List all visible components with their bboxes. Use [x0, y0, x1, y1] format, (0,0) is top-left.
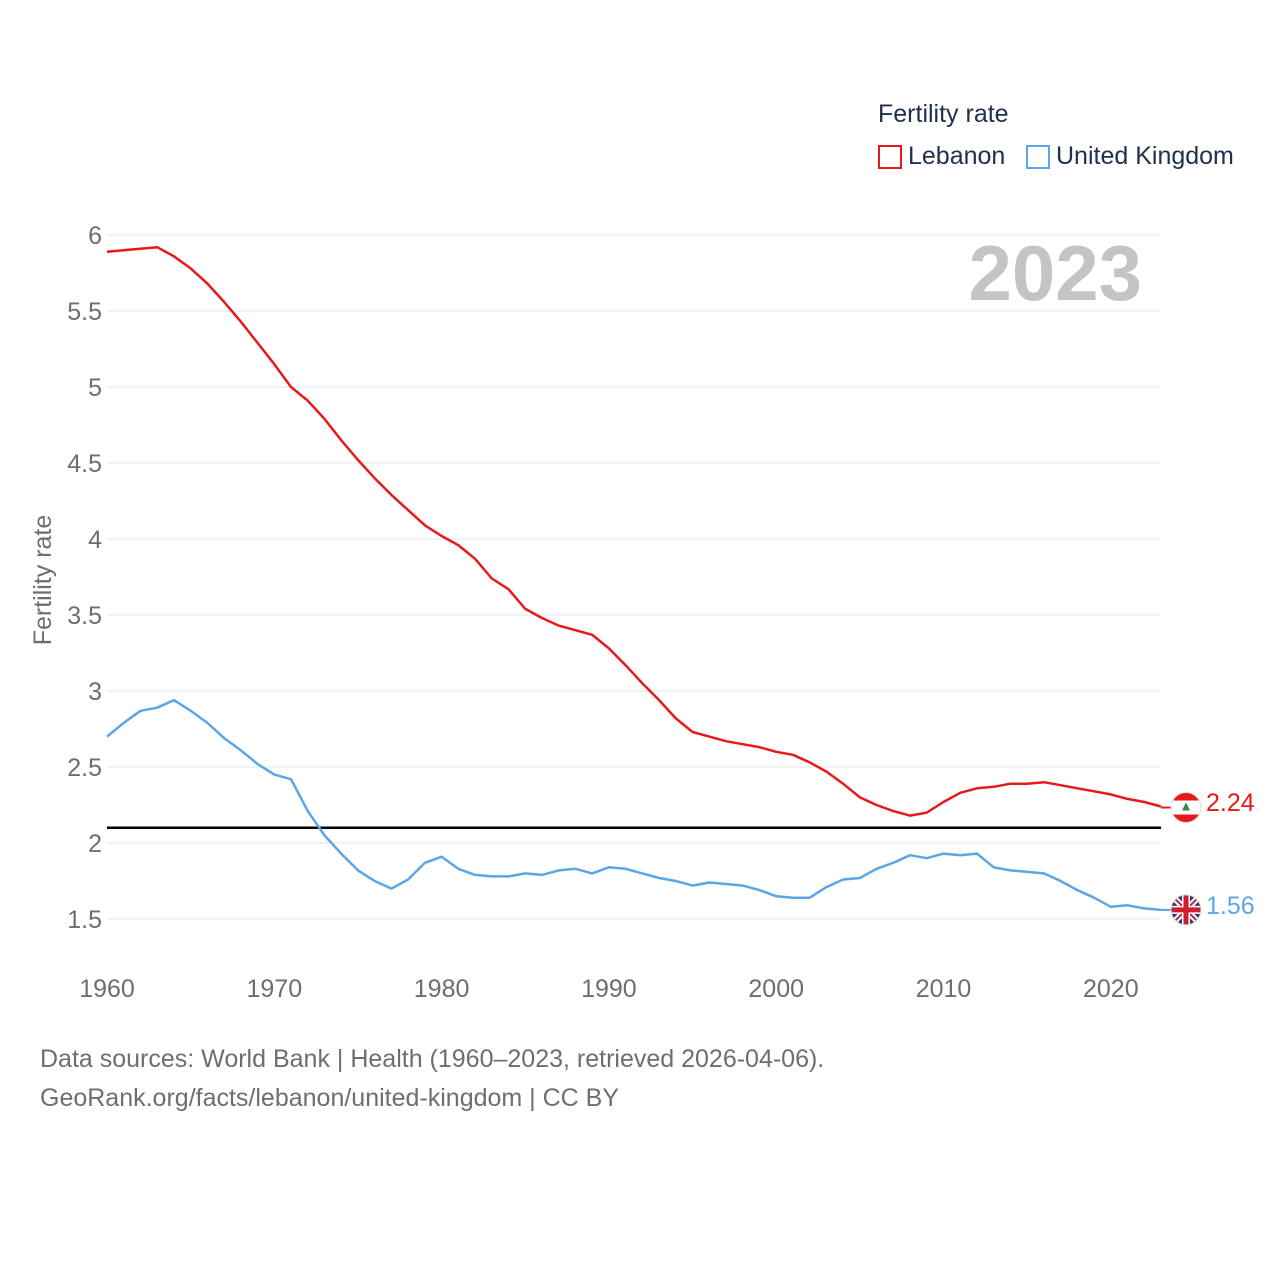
legend-label-united-kingdom: United Kingdom	[1056, 142, 1234, 170]
legend-title: Fertility rate	[878, 100, 1009, 128]
legend-swatch-lebanon	[878, 144, 902, 169]
x-tick-label: 1980	[414, 975, 470, 1003]
x-tick-label: 2000	[748, 975, 804, 1003]
series-lines	[106, 245, 1162, 912]
legend-item-lebanon[interactable]: Lebanon	[878, 142, 1005, 171]
x-tick-label: 1970	[246, 975, 302, 1003]
series-line-lebanon	[106, 245, 1162, 817]
x-tick-label: 2010	[916, 975, 972, 1003]
x-tick-label: 1960	[79, 975, 135, 1003]
y-tick-label: 5	[88, 374, 102, 402]
y-tick-label: 4	[88, 526, 102, 554]
legend-swatch-united-kingdom	[1026, 144, 1050, 169]
y-tick-label: 3	[88, 678, 102, 706]
footer-sources: Data sources: World Bank | Health (1960–…	[40, 1045, 825, 1073]
gridlines	[107, 234, 1161, 920]
legend-item-united-kingdom[interactable]: United Kingdom	[1026, 142, 1234, 171]
end-flags	[1161, 792, 1202, 926]
lebanon-end-value: 2.24	[1206, 789, 1255, 817]
united-kingdom-flag-icon	[1170, 894, 1202, 926]
y-axis-ticks: 1.5 2 2.5 3 3.5 4 4.5 5 5.5 6	[67, 222, 102, 934]
y-tick-label: 5.5	[67, 298, 102, 326]
y-tick-label: 6	[88, 222, 102, 250]
lebanon-flag-icon	[1170, 792, 1202, 824]
footer-attribution[interactable]: GeoRank.org/facts/lebanon/united-kingdom…	[40, 1084, 620, 1112]
y-tick-label: 4.5	[67, 450, 102, 478]
y-tick-label: 3.5	[67, 602, 102, 630]
series-line-united-kingdom	[106, 698, 1162, 912]
y-axis-label: Fertility rate	[29, 515, 57, 646]
x-axis-ticks: 1960 1970 1980 1990 2000 2010 2020	[79, 975, 1138, 1003]
current-year-label: 2023	[968, 229, 1142, 317]
y-tick-label: 2.5	[67, 754, 102, 782]
legend-label-lebanon: Lebanon	[908, 142, 1006, 170]
united-kingdom-end-value: 1.56	[1206, 892, 1255, 920]
x-tick-label: 2020	[1083, 975, 1139, 1003]
y-tick-label: 2	[88, 830, 102, 858]
y-tick-label: 1.5	[67, 906, 102, 934]
x-tick-label: 1990	[581, 975, 637, 1003]
